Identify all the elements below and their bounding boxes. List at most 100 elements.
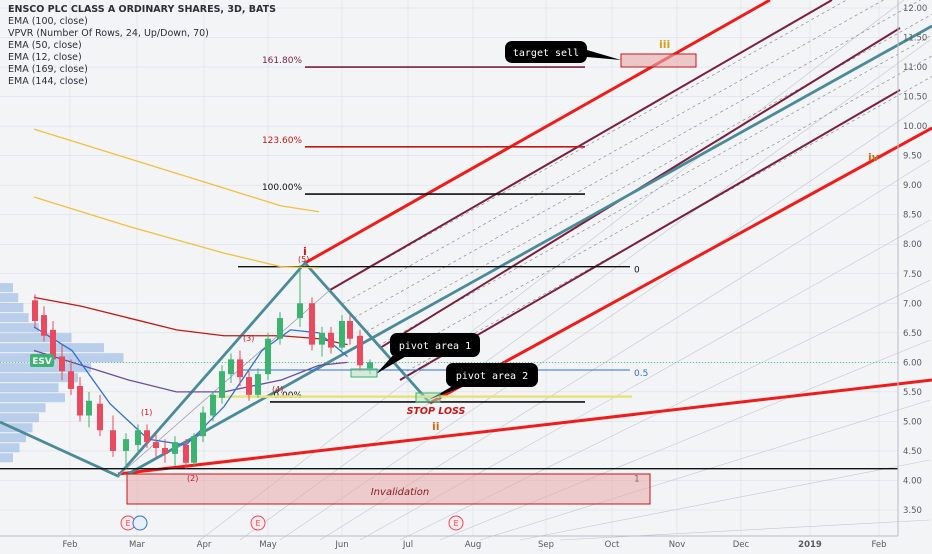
wave-label-i: i [303, 245, 307, 258]
earnings-marker-text: E [125, 519, 130, 528]
y-tick-label: 3.50 [903, 506, 922, 516]
callout-target-sell: target sell [505, 41, 621, 63]
vpvr-bar [0, 373, 78, 383]
x-tick-label: 2019 [798, 540, 822, 550]
candle-body [277, 318, 283, 339]
x-tick-label: Apr [197, 540, 212, 550]
candle-body [339, 321, 345, 348]
earnings-marker[interactable]: E [250, 515, 266, 531]
fan-line [479, 399, 931, 541]
dividend-marker[interactable] [132, 515, 148, 531]
red-channel-lower [429, 126, 932, 405]
stop-loss-label: STOP LOSS [407, 406, 466, 417]
candle-body [86, 400, 92, 416]
invalidation-label: Invalidation [371, 487, 430, 498]
x-tick-label: Oct [605, 540, 620, 550]
fan-line [559, 519, 931, 541]
ema-line [33, 349, 348, 393]
y-tick-label: 5.00 [903, 417, 922, 427]
x-tick-label: Nov [669, 540, 686, 550]
candle-body [97, 403, 103, 431]
wave-label-sub4: (4) [272, 385, 283, 394]
candle-body [219, 371, 225, 398]
y-tick-label: 8.00 [903, 240, 922, 250]
candle-body [246, 377, 252, 395]
earnings-marker[interactable]: E [448, 515, 464, 531]
candle-body [237, 359, 243, 378]
teal-median-line [127, 24, 932, 476]
legend-title: ENSCO PLC CLASS A ORDINARY SHARES, 3D, B… [8, 4, 276, 15]
legend-item: VPVR (Number Of Rows, 24, Up/Down, 70) [8, 28, 209, 39]
y-tick-label: 4.50 [903, 447, 922, 457]
vpvr-bar [0, 443, 20, 453]
legend-item: EMA (12, close) [8, 52, 82, 63]
legend-item: EMA (169, close) [8, 64, 88, 75]
fib-level-label: 123.60% [262, 136, 302, 146]
ema-line [33, 128, 320, 213]
x-tick-label: Feb [62, 540, 77, 550]
ticker-badge: ESV [32, 357, 52, 367]
y-tick-label: 11.00 [903, 63, 927, 73]
candle-body [309, 303, 315, 345]
y-tick-label: 12.00 [903, 4, 927, 14]
dashed-channel-line [341, 0, 885, 305]
vpvr-bar [0, 323, 39, 333]
candle-body [367, 362, 373, 369]
vpvr-bar [0, 303, 24, 313]
fan-line [239, 39, 931, 541]
ema-line [33, 196, 320, 269]
candle-body [153, 442, 159, 448]
x-tick-label: Mar [129, 540, 146, 550]
y-tick-label: 10.50 [903, 93, 927, 103]
earnings-marker-text: E [453, 519, 458, 528]
vpvr-bar [0, 333, 72, 343]
vpvr-bar [0, 433, 26, 443]
fib-level-label: 161.80% [262, 56, 302, 66]
callout-pivot1-text: pivot area 1 [399, 341, 471, 352]
legend-item: EMA (50, close) [8, 40, 82, 51]
y-tick-label: 7.00 [903, 299, 922, 309]
y-tick-label: 9.50 [903, 152, 922, 162]
candle-body [110, 430, 116, 451]
vpvr-bar [0, 453, 13, 463]
maroon-channel-line [399, 89, 901, 381]
vpvr-bar [0, 383, 59, 393]
candle-body [191, 436, 197, 463]
vpvr-bar [0, 413, 39, 423]
candle-body [319, 332, 325, 345]
callout-target-sell-text: target sell [513, 48, 579, 59]
ticker-badge-bg [30, 354, 54, 367]
callout-pivot2-text: pivot area 2 [456, 371, 528, 382]
y-tick-label: 4.00 [903, 476, 922, 486]
x-tick-label: Sep [538, 540, 554, 550]
y-tick-label: 5.50 [903, 388, 922, 398]
candle-body [162, 447, 168, 454]
level-label: 0.5 [634, 369, 648, 379]
x-tick-label: Dec [733, 540, 750, 550]
pivot-area-2-box [415, 392, 441, 403]
red-channel-upper [304, 0, 771, 265]
candle-body [297, 303, 303, 319]
wave-label-iv: iv [868, 151, 880, 164]
y-tick-label: 10.00 [903, 122, 927, 132]
candle-body [183, 445, 189, 463]
candle-body [347, 321, 353, 339]
legend-item: EMA (100, close) [8, 16, 88, 27]
level-label: 0 [634, 266, 640, 276]
candle-body [172, 442, 178, 454]
legend-item: EMA (144, close) [8, 76, 88, 87]
vpvr-bar [0, 313, 29, 323]
candle-body [59, 356, 65, 372]
wave-label-sub5: (5) [298, 255, 309, 264]
vpvr-bar [0, 393, 65, 403]
dashed-channel-line [329, 0, 848, 291]
earnings-marker-text: E [255, 519, 260, 528]
dashed-channel-line [389, 55, 932, 361]
candle-body [228, 359, 234, 375]
y-tick-label: 11.50 [903, 34, 927, 44]
x-tick-label: Jul [402, 540, 413, 550]
candle-body [328, 332, 334, 348]
wave-label-sub2: (2) [187, 474, 198, 483]
